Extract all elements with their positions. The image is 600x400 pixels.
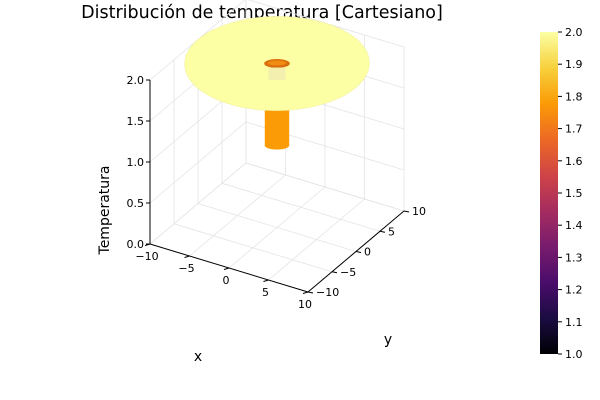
z-tick-label: 0.0 — [127, 238, 145, 251]
colorbar-tick-label: 1.6 — [565, 155, 583, 168]
colorbar-tick-label: 1.5 — [565, 187, 583, 200]
inner-column-bottom — [264, 141, 290, 150]
x-tick-mark — [302, 291, 309, 294]
x-tick-label: 0 — [223, 274, 230, 287]
colorbar-ticks: 1.0 1.1 1.2 1.3 1.4 1.5 1.6 1.7 1.8 1.9 2.0 — [558, 26, 583, 361]
y-tick-label: −5 — [340, 266, 356, 279]
z-tick-label: 2.0 — [127, 74, 145, 87]
y-axis-label: y — [384, 332, 392, 348]
z-tick-label: 1.0 — [127, 156, 145, 169]
x-tick-label: 5 — [262, 286, 269, 299]
y-tick-mark — [403, 210, 410, 213]
y-tick-mark — [379, 230, 386, 233]
grid-line-z — [149, 121, 405, 204]
x-tick-mark — [184, 255, 190, 258]
inner-column-through-disc — [268, 67, 286, 80]
colorbar-tick-label: 1.1 — [565, 316, 583, 329]
x-tick-mark — [263, 279, 269, 282]
x-axis-label: x — [194, 349, 202, 365]
x-tick-label: −5 — [178, 262, 194, 275]
colorbar-tick-label: 1.2 — [565, 284, 583, 297]
y-tick-mark — [355, 251, 362, 253]
y-tick-label: −10 — [316, 286, 339, 299]
x-tick-mark — [223, 267, 230, 270]
surface-plot — [184, 16, 370, 150]
z-axis-label: Temperatura — [97, 166, 113, 256]
grid-line-z — [149, 0, 405, 81]
colorbar-tick-label: 1.9 — [565, 58, 583, 71]
y-tick-label: 0 — [364, 246, 371, 259]
colorbar-tick-label: 1.4 — [565, 219, 583, 232]
y-tick-label: 5 — [388, 225, 395, 238]
y-tick-mark — [331, 271, 338, 274]
x-tick-label: 10 — [298, 298, 312, 311]
colorbar-tick-label: 1.0 — [565, 348, 583, 361]
z-tick-label: 1.5 — [127, 115, 145, 128]
z-tick-label: 0.5 — [127, 197, 145, 210]
inner-cap-highlight — [267, 60, 287, 66]
grid-line-z — [149, 162, 405, 245]
y-tick-mark — [307, 291, 314, 294]
x-tick-label: −10 — [135, 250, 158, 263]
colorbar-tick-label: 2.0 — [565, 26, 583, 39]
chart-title: Distribución de temperatura [Cartesiano] — [81, 3, 443, 23]
y-tick-label: 10 — [412, 205, 426, 218]
colorbar-tick-label: 1.7 — [565, 123, 583, 136]
colorbar — [540, 32, 558, 354]
colorbar-tick-label: 1.3 — [565, 251, 583, 264]
colorbar-tick-label: 1.8 — [565, 90, 583, 103]
